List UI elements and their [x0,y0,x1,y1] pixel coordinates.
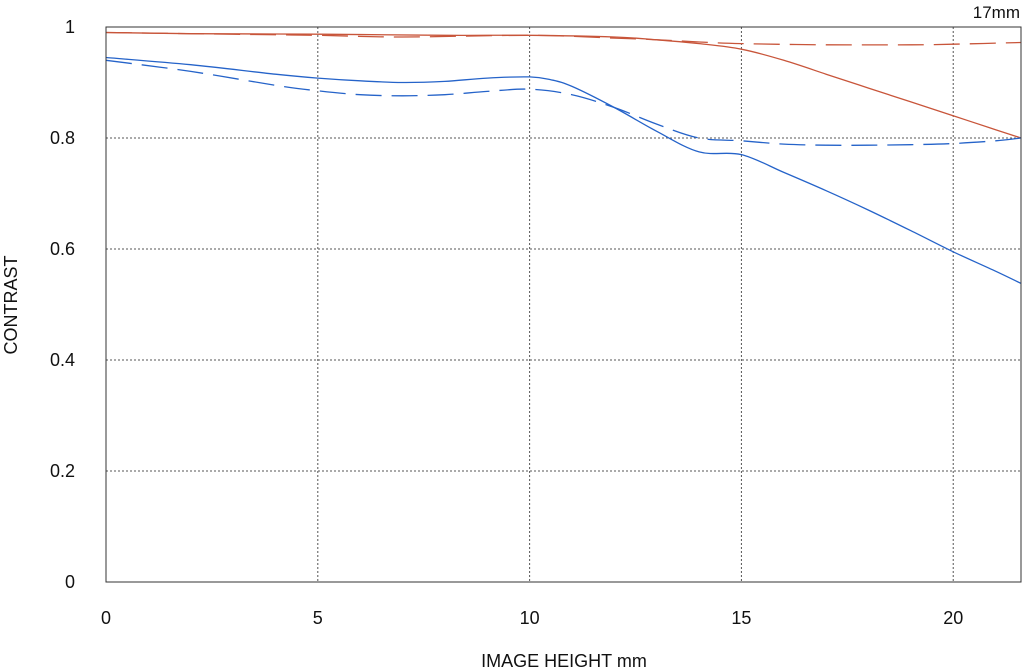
series-line-3 [105,59,1022,146]
x-tick-labels: 0 5 10 15 20 [101,608,963,628]
y-axis-title: CONTRAST [1,255,21,354]
y-tick-label: 0.8 [50,128,75,148]
x-tick-label: 20 [943,608,963,628]
y-tick-label: 1 [65,17,75,37]
series-line-0 [105,31,1022,139]
y-tick-label: 0.2 [50,461,75,481]
y-tick-label: 0.4 [50,350,75,370]
series-lines [105,31,1022,284]
y-tick-label: 0 [65,572,75,592]
x-tick-label: 10 [520,608,540,628]
series-line-1 [105,31,1022,46]
series-line-2 [105,56,1022,284]
x-tick-label: 5 [313,608,323,628]
y-tick-label: 0.6 [50,239,75,259]
y-tick-labels: 0 0.2 0.4 0.6 0.8 1 [50,17,75,592]
focal-length-label: 17mm [973,3,1020,22]
grid-lines [106,27,1021,582]
x-tick-label: 0 [101,608,111,628]
x-axis-title: IMAGE HEIGHT mm [481,651,647,671]
x-tick-label: 15 [731,608,751,628]
plot-frame [105,26,1022,583]
